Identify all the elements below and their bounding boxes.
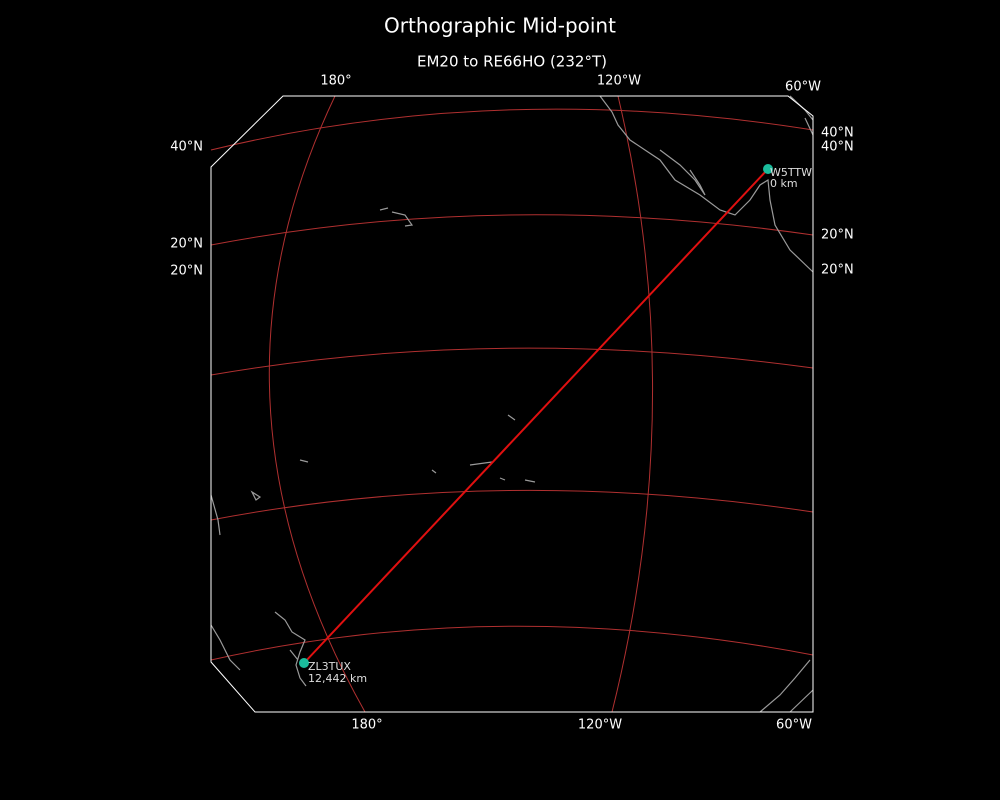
parallel [210,625,814,661]
lat-label: 40°N [170,140,203,155]
lon-label: 180° [351,718,382,733]
station-distance: 0 km [770,177,798,190]
lon-label: 60°W [785,80,821,95]
lon-label: 180° [320,74,351,89]
meridian [611,95,654,713]
parallel [210,108,814,151]
station-marker [299,658,309,668]
great-circle-path [303,168,769,664]
lon-label: 120°W [578,718,622,733]
station-call: ZL3TUX [308,660,351,673]
meridian [268,95,366,713]
lat-label: 40°N [821,126,854,141]
station-distance: 12,442 km [308,672,367,685]
lat-label: 20°N [170,237,203,252]
graticule [210,95,814,713]
coastlines [210,95,814,713]
title: Orthographic Mid-point [384,14,616,38]
lat-label: 20°N [821,228,854,243]
lon-label: 60°W [776,718,812,733]
parallel [210,347,814,376]
parallel [210,489,814,521]
coastline [659,149,706,196]
lat-label: 40°N [821,140,854,155]
lon-label: 120°W [597,74,641,89]
subtitle: EM20 to RE66HO (232°T) [417,53,607,71]
coastline [210,414,536,671]
station-call: W5TTW [770,166,812,179]
lat-label: 20°N [170,264,203,279]
lat-label: 20°N [821,263,854,278]
coastline [379,207,414,227]
station-marker [763,164,773,174]
coastline [759,659,814,713]
parallel [210,214,814,246]
coastline [599,95,814,273]
map-frame [210,95,814,713]
coastline [274,611,307,687]
